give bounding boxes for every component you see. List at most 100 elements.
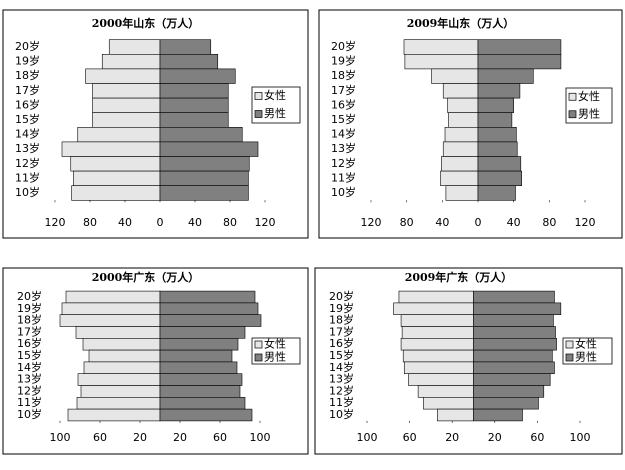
category-label: 18岁 [15,68,40,82]
bar [71,185,161,201]
category-label: 18岁 [329,313,354,327]
category-label: 11岁 [15,170,40,184]
category-label: 14岁 [331,127,356,141]
bar [473,337,557,351]
x-tick-label: 100 [570,431,591,444]
category-label: 10岁 [15,185,40,199]
chart-frame [318,9,623,239]
bar [477,112,513,128]
category-label: 12岁 [329,383,354,397]
legend-swatch [565,353,574,362]
bar [159,141,259,157]
bar [159,349,233,363]
legend-label: 女性 [264,88,286,102]
category-label: 13岁 [329,372,354,386]
legend-swatch [568,92,577,101]
legend-swatch [254,92,263,100]
x-tick-label: 120 [255,216,276,229]
bar [65,290,161,304]
category-label: 16岁 [15,97,40,111]
bar [393,302,474,315]
chart-title: 2009年广东（万人） [405,270,513,284]
bar [92,83,161,99]
x-tick-label: 100 [250,431,271,444]
category-label: 16岁 [329,336,354,350]
bar [477,170,522,187]
bar [159,127,243,143]
bar [431,68,479,84]
chart-title: 2000年山东（万人） [92,16,200,30]
category-label: 10岁 [329,407,354,421]
x-tick-label: 60 [213,431,227,444]
bar [473,290,555,304]
category-label: 20岁 [329,289,354,303]
bar [82,337,161,351]
bar [417,385,474,398]
bar [473,326,556,339]
x-tick-label: 100 [357,431,378,444]
x-tick-label: 80 [542,216,556,229]
bar [477,53,562,70]
bar [436,408,474,422]
chart-frame [2,267,309,455]
bar [76,396,161,410]
x-tick-label: 80 [400,216,414,229]
bar [159,39,212,55]
bar [477,68,534,84]
bar [473,349,553,363]
bar [402,349,474,363]
x-tick-label: 20 [173,431,187,444]
bar [448,112,479,128]
bar [108,39,161,55]
x-tick-label: 60 [403,431,417,444]
bar [477,127,517,143]
bar [159,290,256,304]
chart-title: 2000年广东（万人） [92,270,200,284]
category-label: 17岁 [15,83,40,97]
x-tick-label: 40 [507,216,521,229]
bar [400,337,474,351]
legend-label: 男性 [578,106,600,120]
bar [159,361,238,374]
bar [59,314,161,327]
bar [75,326,161,339]
bar [442,83,479,99]
x-tick-label: 60 [530,431,544,444]
bar [159,97,229,113]
bar [473,314,554,327]
x-tick-label: 120 [361,216,382,229]
bar [159,53,219,70]
legend-label: 女性 [264,337,286,351]
bar [423,396,474,410]
bar [473,302,562,315]
bar [159,373,243,386]
bar [61,302,161,315]
chart-frame [314,267,623,455]
bar [473,385,545,398]
category-label: 19岁 [331,54,356,68]
category-label: 16岁 [17,336,42,350]
bar [401,326,474,339]
x-tick-label: 0 [475,216,482,229]
bar [398,290,474,304]
x-tick-label: 40 [118,216,132,229]
category-label: 19岁 [329,301,354,315]
category-label: 15岁 [331,112,356,126]
category-label: 15岁 [15,112,40,126]
legend-swatch [254,110,263,118]
bar [159,396,246,410]
category-label: 12岁 [17,383,42,397]
category-label: 18岁 [17,313,42,327]
bar [441,156,479,172]
bar [442,141,479,157]
bar [85,68,161,84]
bar [477,83,521,99]
bar [70,156,161,172]
category-label: 17岁 [329,324,354,338]
x-tick-label: 80 [83,216,97,229]
bar [159,408,253,422]
bar [159,112,229,128]
category-label: 12岁 [331,156,356,170]
category-label: 11岁 [329,395,354,409]
category-label: 12岁 [15,156,40,170]
